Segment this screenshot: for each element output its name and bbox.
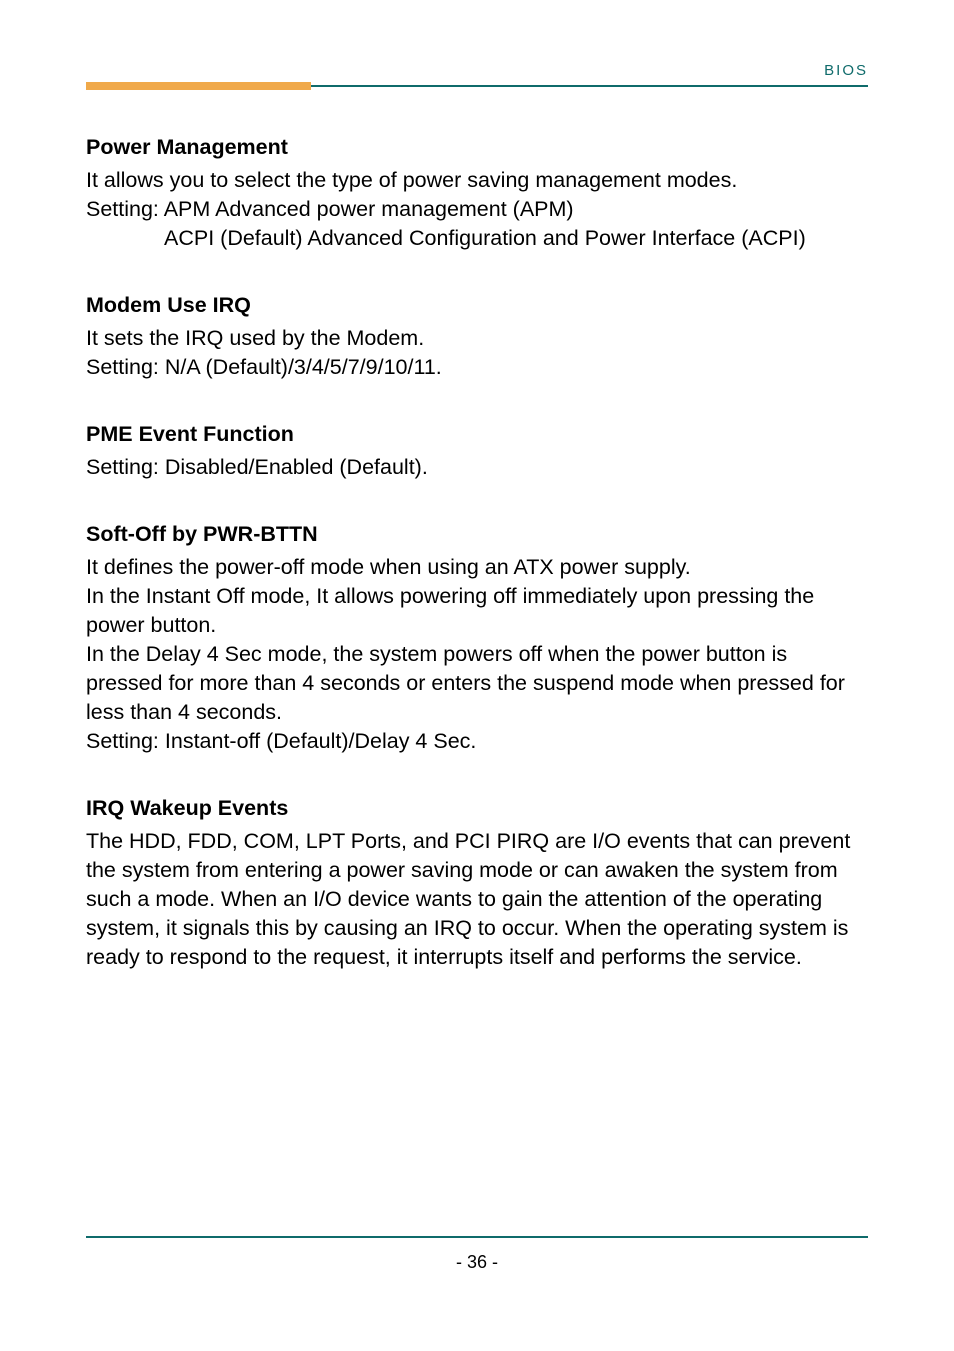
page-header: BIOS	[86, 82, 868, 90]
body-line: Setting: APM Advanced power management (…	[86, 195, 868, 224]
header-orange-segment	[86, 82, 311, 90]
section-heading: Power Management	[86, 135, 868, 160]
section-heading: IRQ Wakeup Events	[86, 796, 868, 821]
section-heading: Soft-Off by PWR-BTTN	[86, 522, 868, 547]
header-label: BIOS	[824, 62, 868, 79]
section-body: It defines the power-off mode when using…	[86, 553, 868, 756]
section-irq-wakeup-events: IRQ Wakeup Events The HDD, FDD, COM, LPT…	[86, 796, 868, 972]
body-line: Setting: Instant-off (Default)/Delay 4 S…	[86, 727, 868, 756]
body-line: It sets the IRQ used by the Modem.	[86, 324, 868, 353]
section-heading: PME Event Function	[86, 422, 868, 447]
body-line: In the Delay 4 Sec mode, the system powe…	[86, 640, 868, 727]
header-rule	[86, 82, 868, 90]
section-soft-off-pwr-bttn: Soft-Off by PWR-BTTN It defines the powe…	[86, 522, 868, 756]
body-line: Setting: N/A (Default)/3/4/5/7/9/10/11.	[86, 353, 868, 382]
footer-rule	[86, 1236, 868, 1239]
section-body: Setting: Disabled/Enabled (Default).	[86, 453, 868, 482]
body-line: Setting: Disabled/Enabled (Default).	[86, 453, 868, 482]
section-power-management: Power Management It allows you to select…	[86, 135, 868, 253]
section-modem-use-irq: Modem Use IRQ It sets the IRQ used by th…	[86, 293, 868, 382]
page-number: - 36 -	[86, 1252, 868, 1273]
header-teal-segment	[311, 85, 868, 87]
page-footer: - 36 -	[86, 1236, 868, 1274]
section-body: It sets the IRQ used by the Modem. Setti…	[86, 324, 868, 382]
section-heading: Modem Use IRQ	[86, 293, 868, 318]
body-line: It defines the power-off mode when using…	[86, 553, 868, 582]
section-pme-event-function: PME Event Function Setting: Disabled/Ena…	[86, 422, 868, 482]
body-line-indent: ACPI (Default) Advanced Configuration an…	[164, 224, 868, 253]
section-body: The HDD, FDD, COM, LPT Ports, and PCI PI…	[86, 827, 868, 972]
body-line: The HDD, FDD, COM, LPT Ports, and PCI PI…	[86, 827, 868, 972]
body-line: It allows you to select the type of powe…	[86, 166, 868, 195]
body-line: In the Instant Off mode, It allows power…	[86, 582, 868, 640]
page-content: Power Management It allows you to select…	[86, 135, 868, 1012]
section-body: It allows you to select the type of powe…	[86, 166, 868, 253]
